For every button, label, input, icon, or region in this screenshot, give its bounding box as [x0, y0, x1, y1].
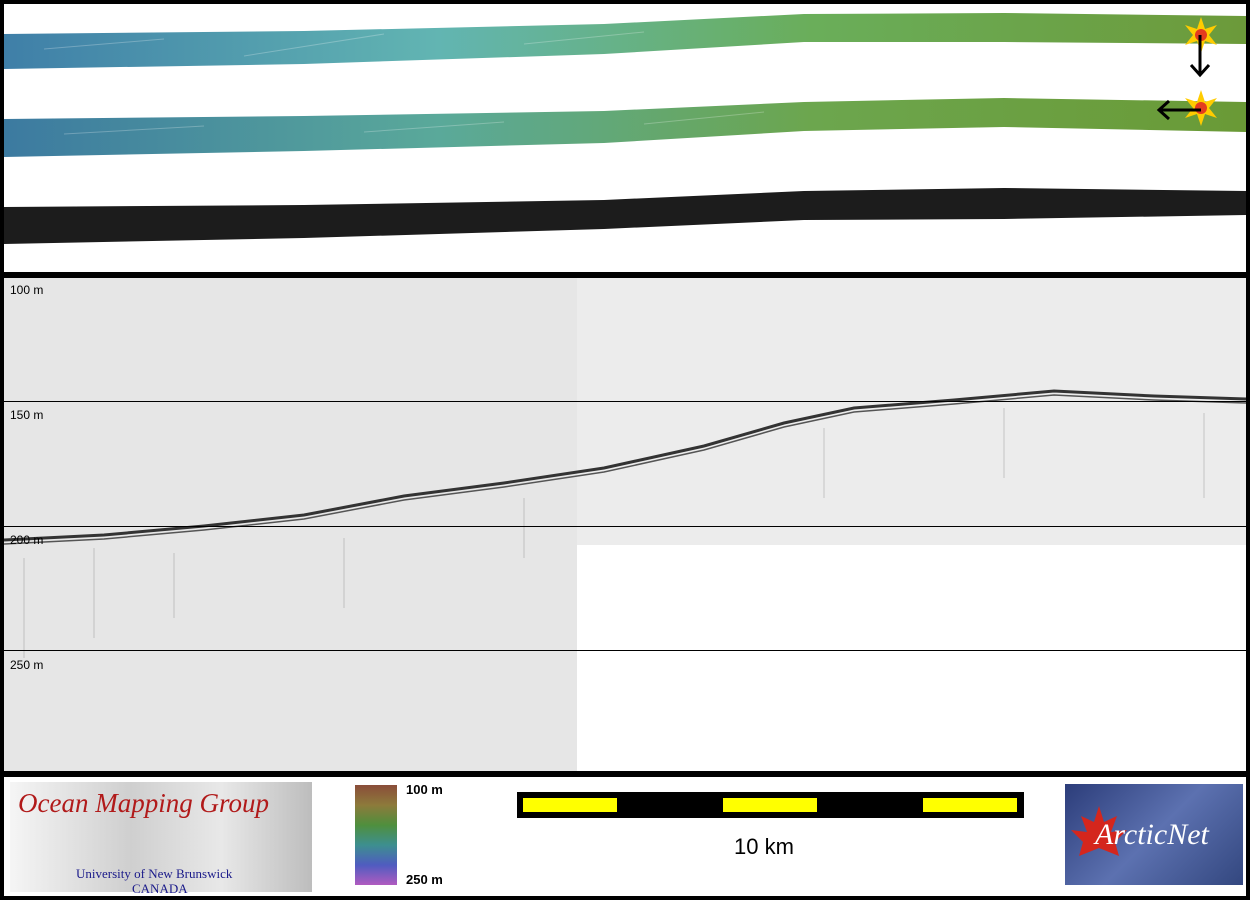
depth-label-100: 100 m	[10, 283, 44, 297]
seafloor-reflector	[4, 389, 1246, 542]
depth-gridline	[4, 650, 1246, 651]
arcticnet-text: ArcticNet	[1095, 818, 1209, 851]
depth-label-150: 150 m	[10, 408, 44, 422]
subbottom-profile-panel: 100 m 150 m 200 m 250 m	[4, 278, 1246, 771]
scale-bar-label: 10 km	[734, 834, 794, 859]
logo-country: CANADA	[132, 881, 188, 896]
legend-panel: Ocean Mapping Group University of New Br…	[4, 777, 1246, 896]
maple-leaf-icon	[1071, 806, 1127, 856]
swath-top	[4, 13, 1246, 69]
swath-middle	[4, 98, 1246, 157]
scale-bar	[517, 792, 1024, 818]
depth-label-250: 250 m	[10, 658, 44, 672]
arrow-down-icon	[1189, 35, 1211, 78]
depth-label-200: 200 m	[10, 533, 44, 547]
swath-bottom	[4, 188, 1246, 244]
colorbar-bottom-label: 250 m	[406, 872, 443, 887]
depth-colorbar	[355, 785, 397, 885]
profile-image	[4, 278, 1246, 771]
arcticnet-logo: ArcticNet	[1065, 784, 1243, 885]
scale-bar-segment	[723, 798, 817, 812]
swath-panel	[4, 4, 1246, 272]
depth-gridline	[4, 526, 1246, 527]
ocean-mapping-group-logo: Ocean Mapping Group University of New Br…	[10, 782, 312, 896]
logo-title: Ocean Mapping Group	[18, 788, 269, 818]
swath-map	[4, 13, 1246, 244]
arrow-left-icon	[1156, 99, 1201, 121]
colorbar-top-label: 100 m	[406, 782, 443, 797]
scale-bar-segment	[923, 798, 1017, 812]
logo-university: University of New Brunswick	[76, 866, 233, 881]
scale-bar-segment	[523, 798, 617, 812]
depth-gridline	[4, 401, 1246, 402]
